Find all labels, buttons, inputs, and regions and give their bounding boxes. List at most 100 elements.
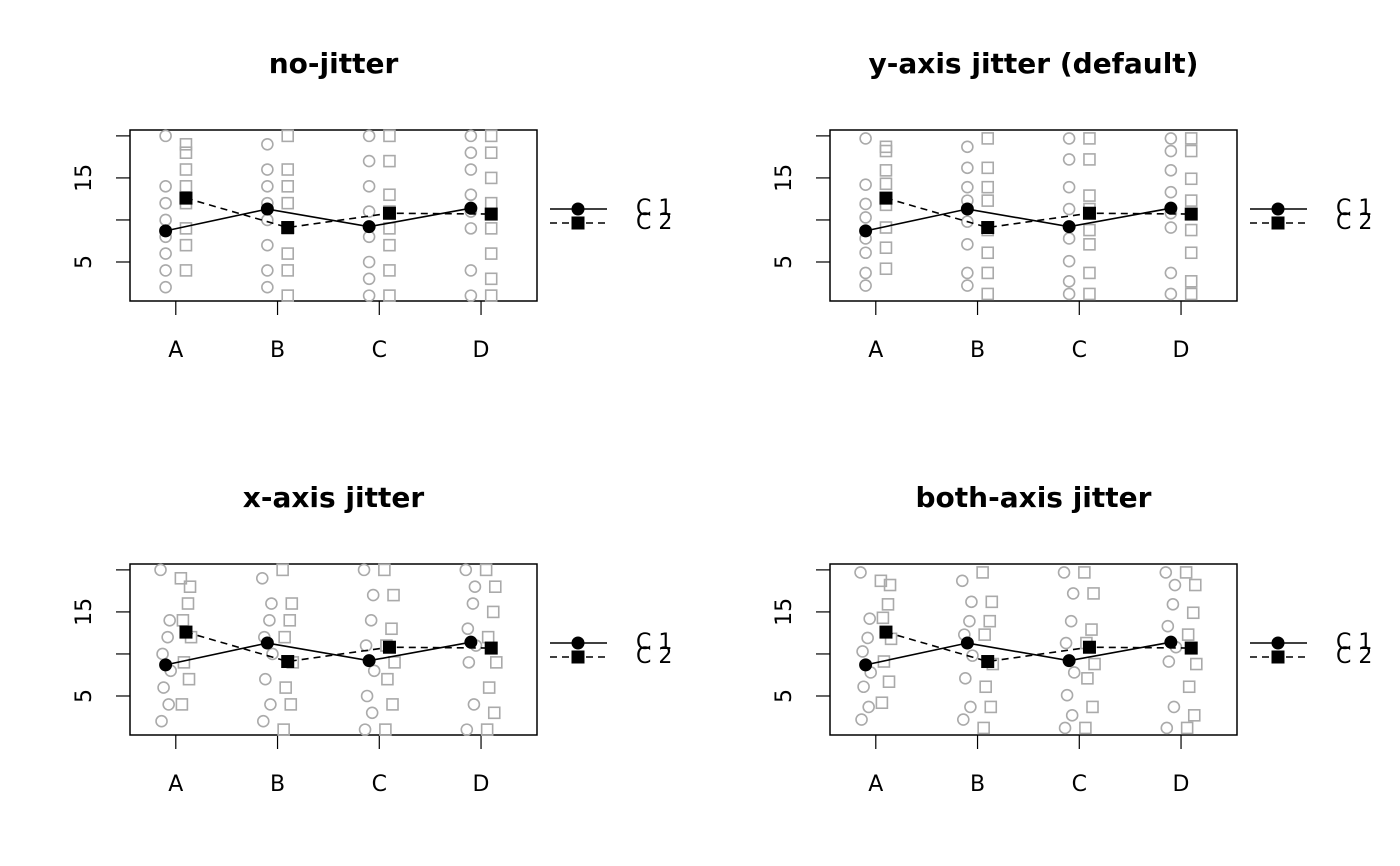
raw-point bbox=[383, 264, 396, 277]
raw-point bbox=[1162, 655, 1176, 668]
raw-point bbox=[1187, 709, 1201, 722]
raw-point bbox=[959, 672, 972, 685]
mean-line bbox=[885, 631, 1192, 663]
raw-point bbox=[981, 194, 995, 207]
raw-point bbox=[281, 247, 295, 260]
mean-line bbox=[185, 631, 492, 663]
raw-point bbox=[1062, 254, 1076, 268]
mean-point bbox=[859, 224, 873, 238]
raw-point bbox=[464, 264, 478, 277]
raw-point bbox=[882, 675, 896, 688]
raw-point bbox=[261, 213, 274, 227]
raw-point bbox=[881, 598, 895, 611]
mean-point bbox=[960, 636, 974, 650]
raw-point bbox=[859, 246, 872, 260]
raw-point bbox=[383, 154, 396, 168]
legend-label: C 1 bbox=[636, 196, 672, 221]
plot-frame bbox=[129, 563, 538, 736]
raw-point bbox=[484, 222, 498, 235]
legend-marker bbox=[571, 202, 585, 216]
raw-point bbox=[484, 289, 498, 302]
legend-label: C 2 bbox=[1336, 210, 1372, 235]
plot-frame bbox=[129, 129, 538, 302]
raw-point bbox=[281, 196, 295, 210]
raw-point bbox=[386, 698, 399, 711]
raw-point bbox=[179, 146, 193, 159]
raw-point bbox=[176, 614, 190, 627]
mean-point bbox=[281, 221, 295, 235]
raw-point bbox=[1078, 566, 1091, 579]
raw-point bbox=[464, 188, 478, 202]
raw-point bbox=[1164, 287, 1178, 301]
raw-point bbox=[879, 164, 893, 177]
raw-point bbox=[388, 656, 401, 669]
raw-point bbox=[179, 238, 193, 252]
raw-point bbox=[1057, 566, 1071, 579]
raw-point bbox=[1164, 266, 1178, 280]
mean-point bbox=[1082, 206, 1096, 220]
raw-point bbox=[367, 664, 381, 678]
raw-point bbox=[1166, 598, 1180, 611]
raw-point bbox=[981, 266, 995, 280]
raw-point bbox=[182, 672, 196, 686]
mean-point bbox=[362, 654, 376, 668]
raw-point bbox=[277, 723, 290, 736]
raw-point bbox=[383, 289, 396, 302]
raw-point bbox=[859, 197, 872, 211]
raw-point bbox=[1064, 614, 1078, 628]
mean-point bbox=[382, 206, 396, 220]
raw-point bbox=[1184, 132, 1198, 145]
raw-point bbox=[459, 563, 473, 577]
raw-point bbox=[489, 656, 503, 669]
raw-point bbox=[366, 588, 380, 602]
raw-point bbox=[484, 146, 498, 159]
raw-point bbox=[856, 645, 869, 658]
raw-point bbox=[487, 706, 501, 720]
raw-point bbox=[1062, 287, 1076, 301]
raw-point bbox=[161, 630, 174, 644]
raw-point bbox=[281, 289, 295, 302]
mean-line bbox=[165, 641, 472, 666]
mean-point bbox=[464, 635, 478, 649]
x-tick-label: D bbox=[473, 772, 490, 797]
legend-marker bbox=[1271, 650, 1285, 664]
mean-point bbox=[981, 655, 995, 669]
raw-point bbox=[261, 264, 274, 277]
raw-point bbox=[261, 137, 274, 151]
raw-point bbox=[281, 264, 295, 277]
raw-point bbox=[179, 137, 193, 151]
raw-point bbox=[955, 574, 969, 588]
raw-point bbox=[956, 713, 970, 726]
raw-point bbox=[281, 129, 295, 143]
raw-point bbox=[365, 706, 379, 720]
raw-point bbox=[857, 680, 870, 694]
mean-point bbox=[464, 201, 478, 215]
raw-point bbox=[484, 247, 498, 260]
raw-point bbox=[466, 597, 480, 610]
raw-point bbox=[1059, 636, 1073, 650]
raw-point bbox=[879, 262, 893, 276]
raw-point bbox=[983, 614, 997, 628]
raw-point bbox=[362, 154, 376, 168]
mean-point bbox=[260, 202, 274, 216]
raw-point bbox=[1067, 666, 1081, 679]
raw-point bbox=[965, 595, 978, 609]
x-tick-label: C bbox=[1072, 772, 1087, 797]
raw-point bbox=[179, 264, 193, 277]
mean-point bbox=[484, 641, 498, 655]
legend-marker bbox=[571, 636, 585, 650]
legend-label: C 2 bbox=[636, 644, 672, 669]
raw-point bbox=[1188, 578, 1202, 592]
raw-point bbox=[1164, 221, 1178, 234]
x-tick-label: C bbox=[1072, 338, 1087, 363]
mean-point bbox=[179, 191, 193, 205]
raw-point bbox=[1062, 132, 1076, 145]
legend-marker bbox=[571, 216, 585, 230]
raw-point bbox=[1160, 721, 1174, 735]
raw-point bbox=[179, 180, 193, 193]
mean-line bbox=[885, 197, 1192, 229]
raw-point bbox=[385, 622, 398, 636]
raw-point bbox=[1186, 606, 1200, 620]
raw-point bbox=[1159, 566, 1173, 579]
